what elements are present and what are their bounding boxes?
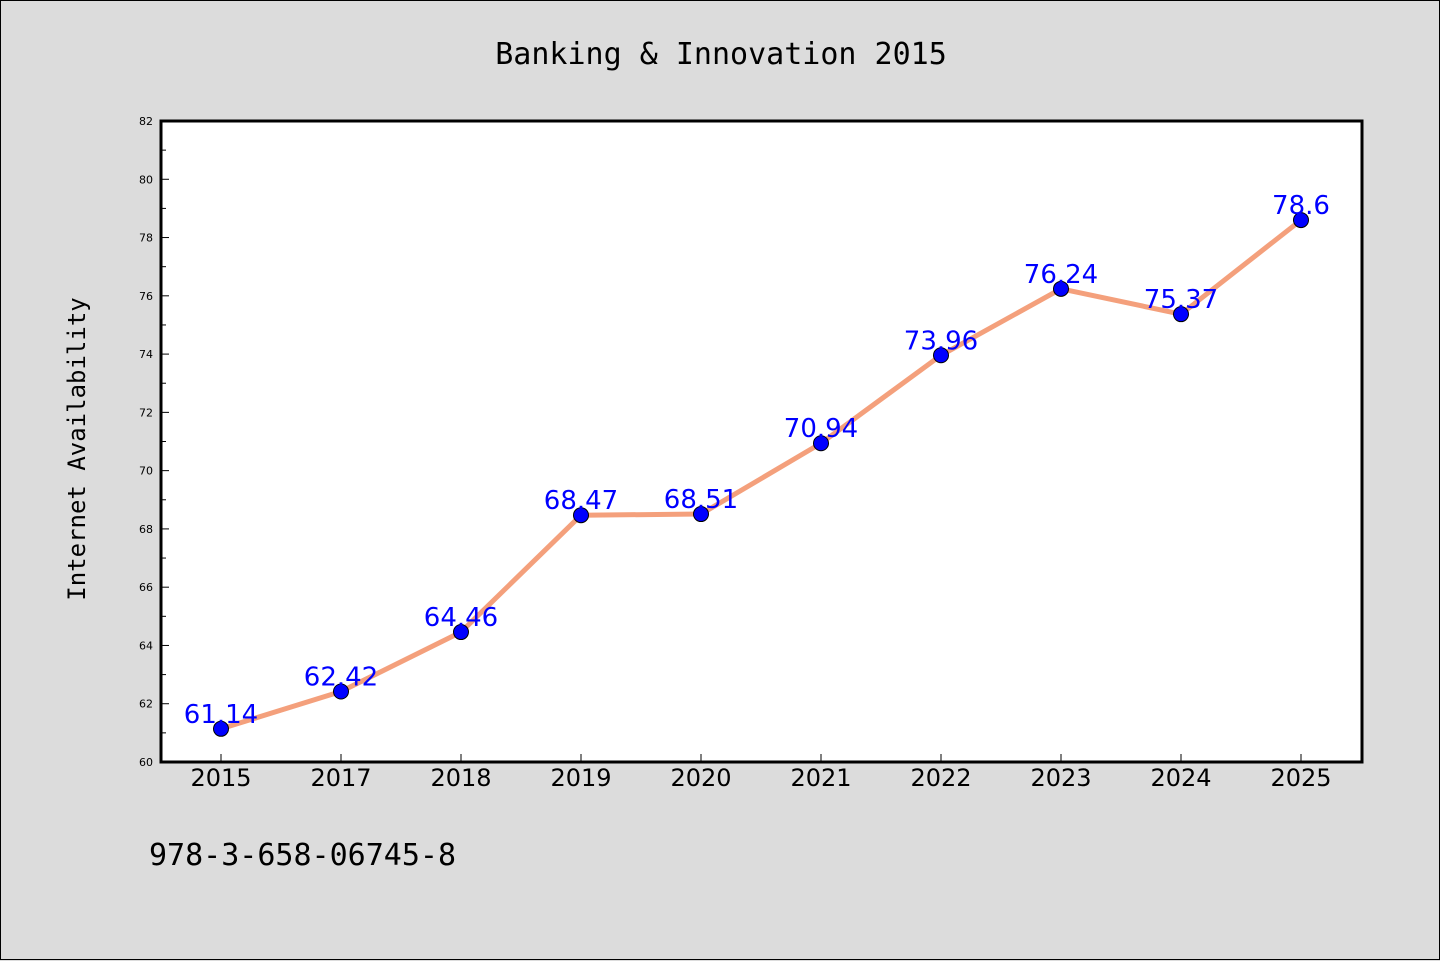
data-label: 68.47 <box>544 486 618 516</box>
data-point <box>333 683 349 700</box>
plot-area <box>161 121 1362 762</box>
y-tick-label: 68 <box>139 523 153 536</box>
plot-border <box>159 119 1364 764</box>
chart-title: Banking & Innovation 2015 <box>495 37 947 72</box>
x-axis: 2015 2017 2018 2019 2020 2021 2022 2023 2024 2025 <box>190 754 1332 792</box>
data-label: 61.14 <box>184 700 258 730</box>
data-label: 76.24 <box>1024 260 1098 290</box>
x-tick-label: 2018 <box>430 764 491 792</box>
data-point <box>933 347 949 364</box>
y-tick-label: 70 <box>139 465 153 478</box>
x-tick-label: 2025 <box>1270 764 1331 792</box>
data-point <box>1053 280 1069 297</box>
series-line <box>220 218 1303 732</box>
x-tick-label: 2024 <box>1150 764 1211 792</box>
y-tick-label: 62 <box>139 698 153 711</box>
data-label: 73.96 <box>904 326 978 356</box>
data-points <box>213 212 1309 737</box>
isbn-footnote: 978-3-658-06745-8 <box>149 838 456 873</box>
y-tick-label: 60 <box>139 756 153 769</box>
x-tick-label: 2021 <box>790 764 851 792</box>
y-tick-label: 82 <box>139 115 153 128</box>
y-tick-label: 74 <box>139 348 153 361</box>
data-label: 64.46 <box>424 603 498 633</box>
data-point <box>573 507 589 524</box>
y-tick-label: 64 <box>139 639 153 652</box>
x-tick-label: 2022 <box>910 764 971 792</box>
y-axis-label: Internet Availability <box>63 297 91 600</box>
y-axis: 60 62 64 66 68 70 72 74 76 78 80 82 <box>139 115 169 769</box>
data-label: 68.51 <box>664 485 738 515</box>
y-tick-label: 72 <box>139 406 153 419</box>
data-label: 75.37 <box>1144 285 1218 315</box>
data-point <box>813 435 829 452</box>
data-point <box>1293 212 1309 229</box>
x-tick-label: 2020 <box>670 764 731 792</box>
y-tick-label: 66 <box>139 581 153 594</box>
y-tick-label: 80 <box>139 173 153 186</box>
data-point <box>693 506 709 523</box>
x-tick-label: 2023 <box>1030 764 1091 792</box>
data-point <box>213 720 229 737</box>
data-point <box>1173 306 1189 323</box>
data-label: 70.94 <box>784 414 858 444</box>
y-tick-label: 76 <box>139 290 153 303</box>
x-tick-label: 2019 <box>550 764 611 792</box>
x-tick-label: 2017 <box>310 764 371 792</box>
x-tick-label: 2015 <box>190 764 251 792</box>
data-labels: 61.14 62.42 64.46 68.47 68.51 70.94 73.96 76.24… <box>184 191 1330 730</box>
data-point <box>453 624 469 641</box>
data-label: 62.42 <box>304 662 378 692</box>
data-label: 78.6 <box>1272 191 1330 221</box>
y-tick-label: 78 <box>139 232 153 245</box>
